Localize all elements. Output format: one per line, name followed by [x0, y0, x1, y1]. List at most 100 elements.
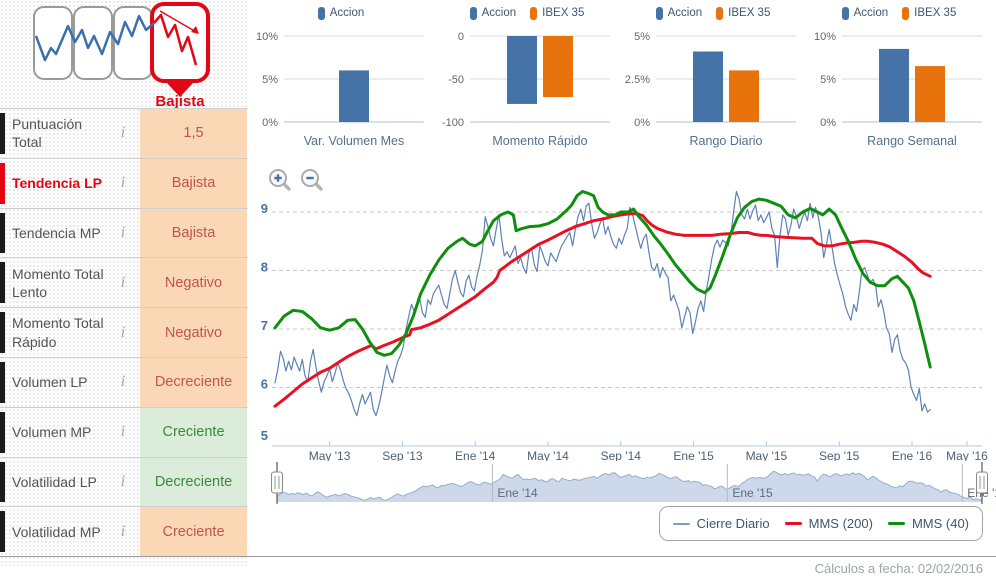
row-label: Volatilidad LP: [12, 473, 97, 490]
down-arrow-head: [191, 26, 199, 34]
info-icon[interactable]: i: [120, 522, 126, 540]
row-value: Negativo: [140, 258, 247, 308]
table-row: Puntuación Total i 1,5: [0, 108, 248, 158]
legend-label: IBEX 35: [728, 7, 771, 19]
row-label: Volumen LP: [12, 374, 88, 391]
legend-item[interactable]: IBEX 35: [902, 6, 957, 20]
calc-date-label: Cálculos a fecha: 02/02/2016: [814, 561, 983, 576]
x-axis-label: Ene '14: [455, 449, 496, 461]
bajista-label: Bajista: [155, 93, 205, 108]
mini-chart-title: Momento Rápido: [492, 134, 587, 148]
footer-bar: Cálculos a fecha: 02/02/2016: [0, 556, 996, 580]
legend-item[interactable]: Accion: [317, 6, 365, 20]
mini-chart-plot: 0 -50 -100 Momento Rápido: [442, 31, 610, 148]
legend-label: IBEX 35: [914, 7, 957, 19]
legend-item[interactable]: Accion: [655, 6, 702, 20]
legend-label: Accion: [481, 7, 517, 19]
price-chart[interactable]: 9 8 7 6 5 May '13 Sep '13 Ene '14 May '14 Sep '14…: [252, 155, 996, 461]
x-axis-label: Sep '15: [819, 449, 860, 461]
table-row: Volumen MP i Creciente: [0, 406, 248, 457]
badge-pointer: [167, 83, 193, 97]
legend-label: IBEX 35: [542, 7, 585, 19]
info-icon[interactable]: i: [120, 273, 126, 291]
bar-IBEX 35[interactable]: [729, 70, 759, 122]
info-icon[interactable]: i: [120, 472, 126, 490]
mini-chart-plot: 10% 5% 0% Rango Semanal: [814, 31, 982, 148]
y-tick-label: 10%: [814, 31, 836, 43]
row-marker: [0, 461, 5, 503]
y-tick-label: 5%: [262, 74, 278, 86]
bar-IBEX 35[interactable]: [915, 66, 945, 122]
trend-badge-2: [73, 6, 113, 80]
navigator-handle-left[interactable]: [271, 471, 283, 494]
navigator-area: [277, 471, 982, 502]
legend-item[interactable]: Cierre Diario: [672, 516, 770, 531]
row-marker: [0, 361, 5, 403]
uptrend-sparkline: [34, 14, 155, 62]
mini-charts-row: Accion 10% 5% 0% Var. Volumen Mes Accion IBEX …: [248, 0, 996, 152]
legend-item[interactable]: IBEX 35: [716, 6, 771, 20]
summary-panel: Bajista Puntuación Total i 1,5 Tendencia LP…: [0, 0, 248, 566]
row-marker: [0, 212, 5, 254]
bar-Accion[interactable]: [693, 51, 723, 123]
mini-chart-legend: Accion: [248, 0, 434, 26]
series-MMS (40)[interactable]: [273, 190, 932, 369]
info-icon[interactable]: i: [120, 373, 126, 391]
legend-swatch: [530, 6, 538, 20]
row-value: Decreciente: [140, 357, 247, 407]
y-tick-label: -50: [448, 74, 464, 86]
navigator-label: Ene '15: [732, 486, 773, 500]
zoom-in-button[interactable]: [268, 168, 292, 192]
zoom-out-button[interactable]: [300, 168, 324, 192]
legend-item[interactable]: Accion: [841, 6, 888, 20]
bar-Accion[interactable]: [879, 48, 909, 122]
mini-chart-plot: 10% 5% 0% Var. Volumen Mes: [256, 31, 424, 148]
y-tick-label: -100: [442, 117, 464, 129]
x-axis-label: May '14: [527, 449, 569, 461]
legend-item[interactable]: MMS (200): [784, 516, 873, 531]
x-axis-label: May '15: [746, 449, 788, 461]
navigator-label: Ene '14: [497, 486, 538, 500]
row-marker: [0, 113, 5, 154]
mini-chart-legend: Accion IBEX 35: [434, 0, 620, 26]
row-value: Bajista: [140, 208, 247, 258]
row-marker: [0, 262, 5, 304]
series-Cierre Diario[interactable]: [274, 190, 931, 417]
info-icon[interactable]: i: [120, 124, 126, 142]
info-icon[interactable]: i: [120, 174, 126, 192]
row-value: Decreciente: [140, 457, 247, 507]
table-row: Momento Total Lento i Negativo: [0, 257, 248, 308]
bar-Accion[interactable]: [339, 70, 369, 122]
x-axis-label: May '13: [309, 449, 351, 461]
trend-state-badges: Bajista: [33, 2, 210, 108]
bar-Accion[interactable]: [507, 36, 537, 104]
legend-item[interactable]: Accion: [469, 6, 517, 20]
y-tick-label: 0%: [820, 117, 836, 129]
info-icon[interactable]: i: [120, 423, 126, 441]
x-axis-label: Sep '13: [382, 449, 423, 461]
y-tick-label: 0%: [634, 117, 650, 129]
legend-item[interactable]: MMS (40): [887, 516, 969, 531]
legend-label: Accion: [329, 7, 365, 19]
downtrend-sparkline: [153, 13, 198, 66]
legend-swatch: [902, 6, 910, 20]
y-tick-label: 10%: [256, 31, 278, 43]
navigator-handle-right[interactable]: [976, 471, 988, 494]
legend-item[interactable]: IBEX 35: [530, 6, 585, 20]
row-label: Momento Total Lento: [12, 265, 104, 300]
info-icon[interactable]: i: [120, 223, 126, 241]
legend-swatch: [841, 6, 849, 20]
table-row: Momento Total Rápido i Negativo: [0, 307, 248, 357]
row-value: Creciente: [140, 507, 247, 557]
bar-IBEX 35[interactable]: [543, 36, 573, 98]
row-value: 1,5: [140, 109, 247, 158]
table-row: Tendencia MP i Bajista: [0, 207, 248, 258]
legend-swatch: [784, 522, 802, 525]
row-value: Negativo: [140, 308, 247, 357]
chart-legend: Cierre Diario MMS (200) MMS (40): [658, 506, 983, 541]
mini-chart-title: Rango Diario: [690, 134, 763, 148]
y-tick-label: 0%: [262, 117, 278, 129]
info-icon[interactable]: i: [120, 323, 126, 341]
charts-panel: Accion 10% 5% 0% Var. Volumen Mes Accion IBEX …: [248, 0, 996, 556]
